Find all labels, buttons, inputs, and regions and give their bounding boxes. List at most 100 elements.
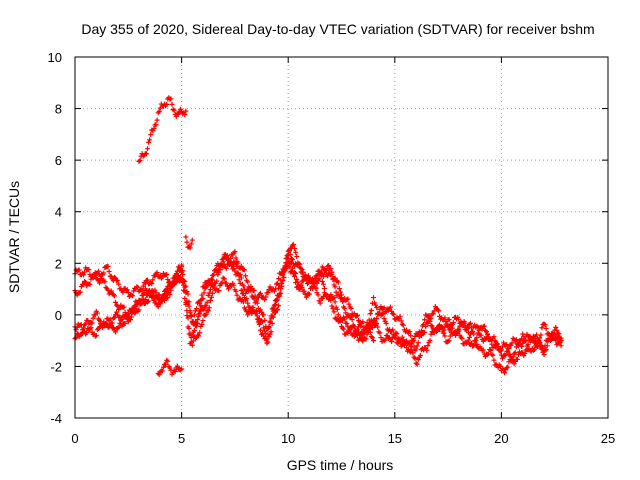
data-point <box>292 245 298 251</box>
data-point <box>433 329 439 335</box>
data-point <box>214 278 220 284</box>
data-point <box>231 282 237 288</box>
data-point <box>325 293 331 299</box>
data-point <box>87 281 93 287</box>
data-point <box>113 299 119 305</box>
data-point <box>374 321 380 327</box>
data-point <box>334 306 340 312</box>
data-point <box>291 271 297 277</box>
x-tick-label: 10 <box>281 431 295 446</box>
data-point <box>465 324 471 330</box>
data-point <box>200 318 206 324</box>
data-point <box>410 350 416 356</box>
data-point <box>408 343 414 349</box>
data-point <box>278 290 284 296</box>
data-point <box>430 330 436 336</box>
data-point <box>541 352 547 358</box>
data-point <box>203 311 209 317</box>
data-point <box>257 327 263 333</box>
data-point <box>491 334 497 340</box>
data-point <box>349 317 355 323</box>
data-point <box>446 338 452 344</box>
data-point <box>472 338 478 344</box>
data-point <box>539 344 545 350</box>
data-point <box>383 320 389 326</box>
data-point <box>326 263 332 269</box>
data-point <box>552 331 558 337</box>
data-point <box>300 278 306 284</box>
grid-layer <box>75 57 608 418</box>
data-point <box>337 318 343 324</box>
data-point <box>165 358 171 364</box>
data-point <box>261 325 267 331</box>
data-point <box>374 316 380 322</box>
data-point <box>155 295 161 301</box>
data-point <box>353 313 359 319</box>
data-point <box>538 342 544 348</box>
data-point <box>154 270 160 276</box>
data-point <box>507 351 513 357</box>
data-point <box>115 325 121 331</box>
data-point <box>367 329 373 335</box>
data-point <box>276 285 282 291</box>
data-point <box>221 276 227 282</box>
plot-frame <box>74 56 609 419</box>
data-point <box>342 305 348 311</box>
data-point <box>114 302 120 308</box>
data-point <box>539 325 545 331</box>
data-point <box>192 335 198 341</box>
data-point <box>344 320 350 326</box>
data-point <box>109 320 115 326</box>
series-sat-f <box>155 357 185 378</box>
data-point <box>108 288 114 294</box>
data-point <box>216 288 222 294</box>
data-point <box>417 331 423 337</box>
data-point <box>243 273 249 279</box>
y-tick-label: 2 <box>55 256 62 271</box>
data-point <box>76 267 82 273</box>
y-tick-label: -2 <box>50 359 62 374</box>
data-point <box>174 363 180 369</box>
data-point <box>470 343 476 349</box>
data-point <box>220 259 226 265</box>
data-point <box>277 282 283 288</box>
data-point <box>380 306 386 312</box>
data-point <box>233 255 239 261</box>
data-point <box>159 368 165 374</box>
data-point <box>474 341 480 347</box>
data-point <box>481 323 487 329</box>
data-point <box>436 308 442 314</box>
data-point <box>441 330 447 336</box>
data-point <box>182 288 188 294</box>
data-point <box>402 339 408 345</box>
data-point <box>275 307 281 313</box>
data-point <box>520 331 526 337</box>
data-point <box>270 305 276 311</box>
data-point <box>265 290 271 296</box>
data-point <box>167 292 173 298</box>
data-point <box>345 312 351 318</box>
data-point <box>203 303 209 309</box>
x-axis-label: GPS time / hours <box>287 457 394 473</box>
data-point <box>141 301 147 307</box>
data-point <box>417 352 423 358</box>
data-point <box>148 132 154 138</box>
data-point <box>293 280 299 286</box>
data-point <box>332 299 338 305</box>
data-point <box>146 298 152 304</box>
data-point <box>182 112 188 118</box>
data-point <box>476 327 482 333</box>
data-point <box>188 312 194 318</box>
data-point <box>456 326 462 332</box>
data-point <box>154 117 160 123</box>
data-point <box>183 300 189 306</box>
data-point <box>123 312 129 318</box>
data-point <box>103 320 109 326</box>
data-point <box>351 324 357 330</box>
data-point <box>101 270 107 276</box>
data-point <box>344 297 350 303</box>
x-tick-label: 25 <box>601 431 615 446</box>
data-point <box>200 307 206 313</box>
data-point <box>137 299 143 305</box>
